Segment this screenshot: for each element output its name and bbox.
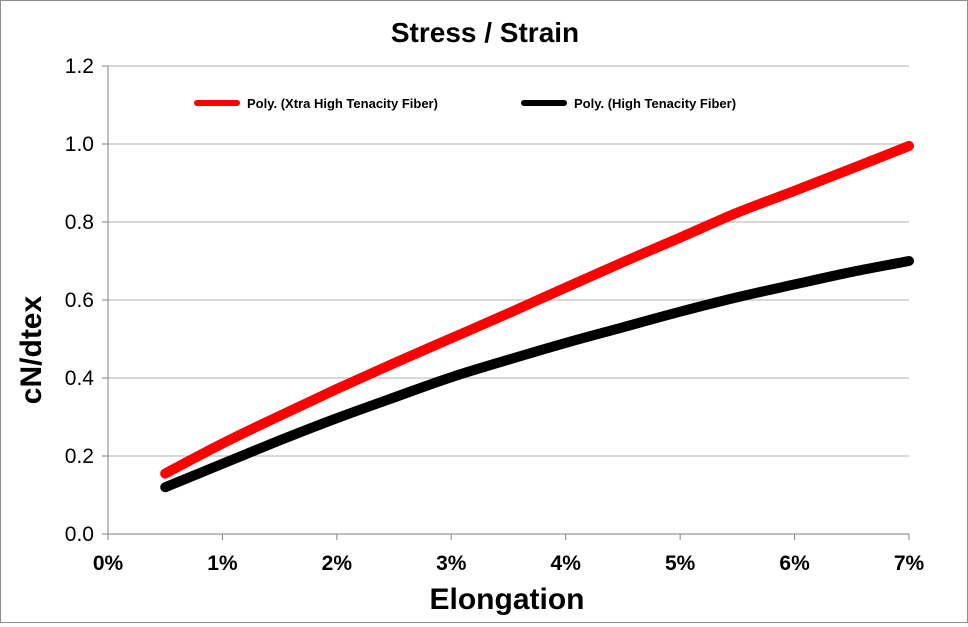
y-axis-ticks: 0.0 0.2 0.4 0.6 0.8 1.0 1.2: [65, 55, 108, 546]
y-tick-label: 0.2: [65, 445, 94, 468]
x-tick-label: 1%: [207, 552, 238, 575]
x-tick-label: 0%: [93, 552, 124, 575]
x-axis-ticks: 0% 1% 2% 3% 4% 5% 6% 7%: [93, 534, 925, 575]
y-tick-label: 1.2: [65, 55, 94, 78]
chart-title: Stress / Strain: [391, 17, 579, 48]
y-tick-label: 0.8: [65, 211, 94, 234]
y-tick-label: 0.0: [65, 523, 94, 546]
y-tick-label: 0.6: [65, 289, 94, 312]
y-axis-title: cN/dtex: [15, 296, 48, 405]
x-axis-title: Elongation: [430, 583, 585, 616]
x-tick-label: 4%: [551, 552, 582, 575]
y-tick-label: 0.4: [65, 367, 95, 390]
legend: Poly. (Xtra High Tenacity Fiber) Poly. (H…: [194, 96, 736, 111]
x-tick-label: 3%: [436, 552, 467, 575]
y-tick-label: 1.0: [65, 133, 94, 156]
legend-label: Poly. (Xtra High Tenacity Fiber): [247, 96, 438, 111]
x-tick-label: 2%: [322, 552, 353, 575]
x-tick-label: 6%: [779, 552, 810, 575]
series-lines: [160, 140, 914, 493]
series-line: [160, 140, 914, 479]
x-tick-label: 7%: [894, 552, 925, 575]
grid-lines: [108, 65, 909, 457]
series-line: [160, 256, 914, 493]
legend-label: Poly. (High Tenacity Fiber): [574, 96, 736, 111]
x-tick-label: 5%: [665, 552, 696, 575]
